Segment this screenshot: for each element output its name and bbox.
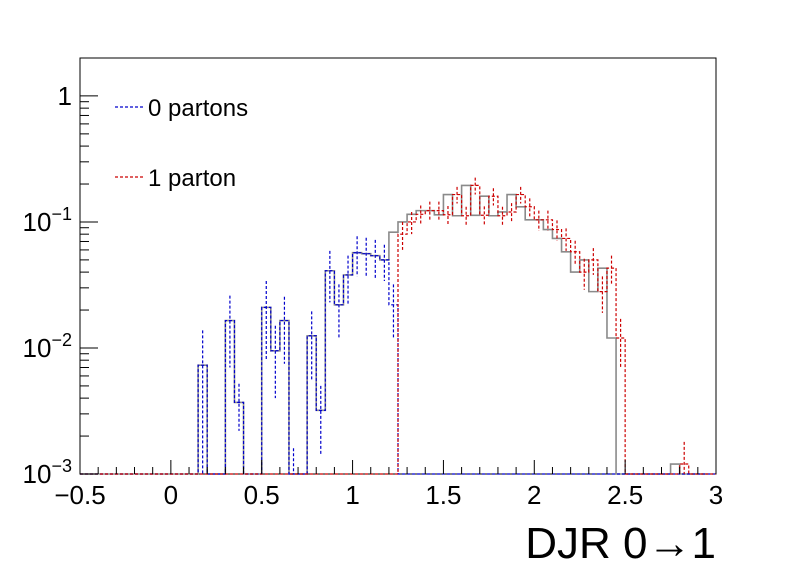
y-tick-label: 10−2 <box>23 330 72 363</box>
legend: 0 partons 1 parton <box>115 95 248 192</box>
legend-label-1-parton: 1 parton <box>148 165 236 192</box>
x-tick-label: 1 <box>345 480 359 510</box>
x-tick-label: 3 <box>709 480 723 510</box>
x-tick-label: 2 <box>527 480 541 510</box>
x-tick-label: −0.5 <box>54 480 105 510</box>
x-tick-label: 0.5 <box>244 480 280 510</box>
x-tick-label: 2.5 <box>607 480 643 510</box>
y-tick-label: 10−1 <box>23 204 72 237</box>
axis-layer: −0.5 0 0.5 1 1.5 2 2.5 3 10−3 10−2 10−1 1 <box>23 57 723 510</box>
legend-label-0-partons: 0 partons <box>148 95 248 122</box>
x-axis-title: DJR 0→1 <box>525 519 716 568</box>
x-tick-label: 1.5 <box>425 480 461 510</box>
y-tick-label: 1 <box>58 81 72 111</box>
y-tick-label: 10−3 <box>23 456 72 489</box>
x-tick-label: 0 <box>164 480 178 510</box>
histogram-series-0 <box>80 252 716 475</box>
histogram-layer <box>80 177 716 475</box>
